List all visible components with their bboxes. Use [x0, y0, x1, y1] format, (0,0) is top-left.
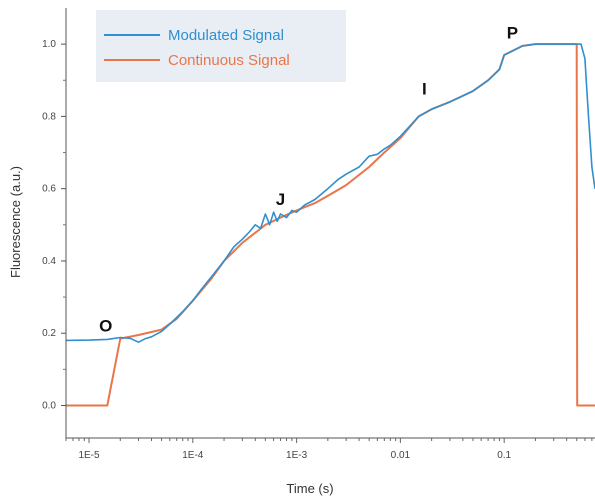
y-tick-label: 0.0: [42, 400, 56, 411]
y-axis-title: Fluorescence (a.u.): [8, 166, 23, 278]
series-line-continuous: [66, 43, 595, 407]
x-axis-title: Time (s): [286, 481, 333, 496]
legend-box: [96, 10, 346, 82]
x-tick-label: 0.01: [391, 450, 411, 461]
y-tick-label: 0.2: [42, 328, 56, 339]
legend-label-modulated: Modulated Signal: [168, 27, 284, 44]
y-tick-label: 0.8: [42, 111, 56, 122]
y-tick-label: 0.4: [42, 256, 56, 267]
x-tick-label: 0.1: [497, 450, 511, 461]
x-tick-label: 1E-3: [286, 450, 308, 461]
legend-label-continuous: Continuous Signal: [168, 52, 290, 69]
phase-label-o: O: [99, 316, 112, 335]
x-tick-label: 1E-4: [182, 450, 204, 461]
y-tick-label: 0.6: [42, 184, 56, 195]
legend: Modulated Signal Continuous Signal: [96, 10, 346, 82]
phase-label-i: I: [422, 80, 427, 99]
plot-area: [65, 43, 595, 407]
x-tick-label: 1E-5: [78, 450, 100, 461]
y-tick-label: 1.0: [42, 39, 56, 50]
series-line-modulated: [65, 43, 595, 344]
phase-label-p: P: [507, 24, 518, 43]
axes: 0.0 0.2 0.4 0.6 0.8 1.0 1E-5 1E-4 1E-3 0.01 0.1: [42, 8, 595, 461]
phase-labels: O J I P: [99, 24, 518, 336]
phase-label-j: J: [276, 190, 285, 209]
